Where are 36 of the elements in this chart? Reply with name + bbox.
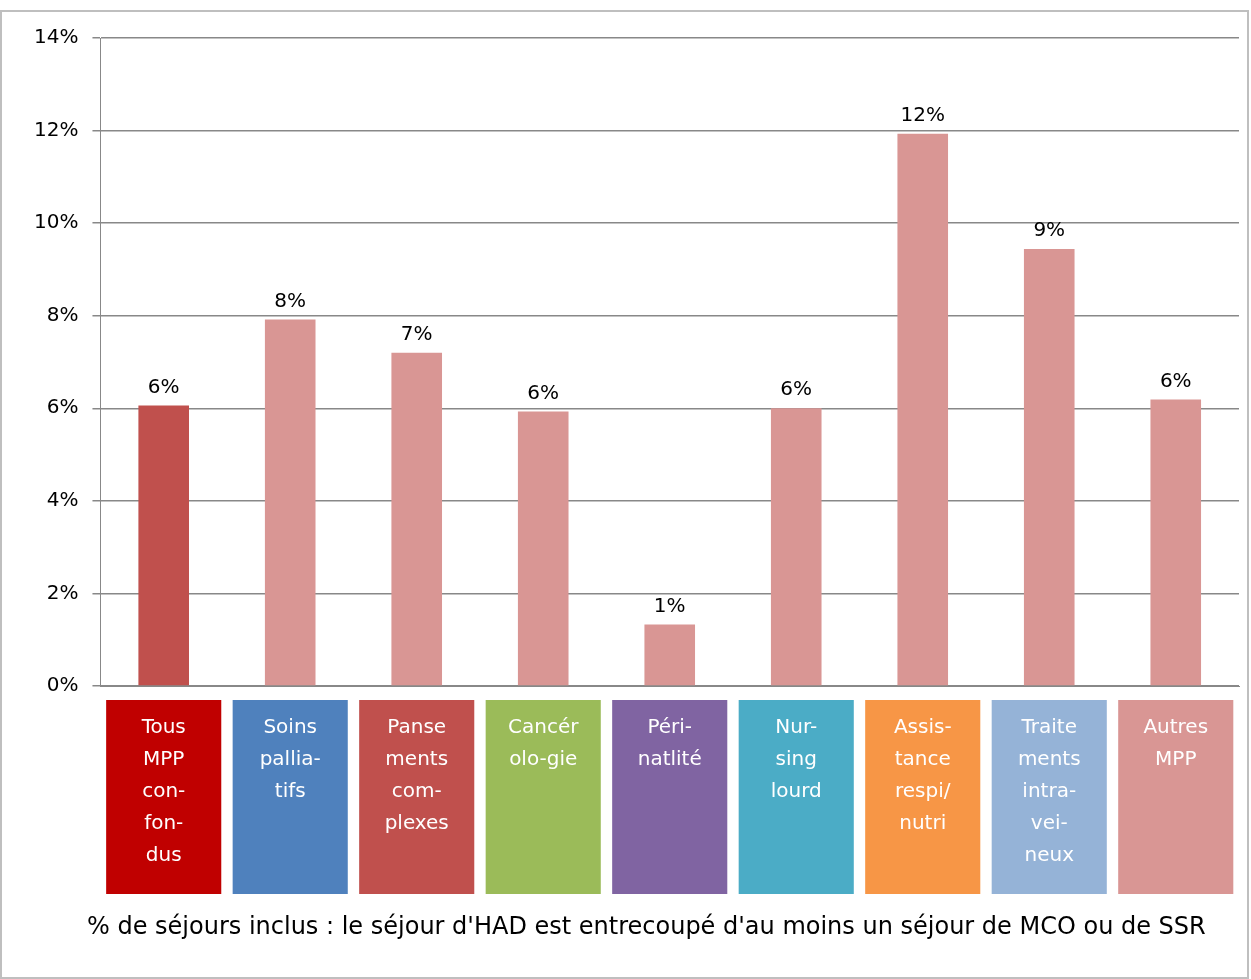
- bar: [1023, 249, 1075, 686]
- data-label: 6%: [527, 379, 560, 404]
- y-tick-label: 2%: [46, 579, 79, 604]
- x-tick-label: Tous MPP con- fon- dus: [140, 714, 186, 867]
- y-tick-label: 12%: [34, 116, 79, 141]
- bar: [1150, 399, 1202, 686]
- data-label: 6%: [1159, 367, 1192, 392]
- bar: [897, 133, 949, 686]
- x-tick-label: Cancér olo-gie: [508, 714, 580, 771]
- bar: [391, 352, 443, 686]
- x-tick-label: Autres MPP: [1143, 714, 1209, 771]
- x-tick-label: Assis- tance respi/ nutri: [893, 714, 952, 835]
- x-tick-label: Soins pallia- tifs: [259, 714, 321, 803]
- data-label: 9%: [1033, 217, 1066, 242]
- x-tick-label: Traite ments intra- vei- neux: [1017, 714, 1081, 867]
- x-tick-label: Péri- natlité: [637, 714, 702, 771]
- data-label: 12%: [900, 102, 945, 127]
- bar: [138, 405, 190, 686]
- data-label: 7%: [400, 320, 433, 345]
- text: % de séjours inclus : le séjour d'HAD est entrecoupé d'au moins un séjour de MCO ou de SSR: [87, 912, 1206, 940]
- y-tick-label: 14%: [34, 24, 79, 49]
- bar: [770, 408, 822, 686]
- bar: [264, 319, 316, 686]
- y-tick-label: 0%: [46, 672, 79, 697]
- x-tick-label: Nur- sing lourd: [770, 714, 822, 803]
- data-label: 8%: [274, 287, 307, 312]
- data-label: 6%: [780, 376, 813, 401]
- bar: [644, 624, 696, 686]
- y-tick-label: 4%: [46, 487, 79, 512]
- y-tick-label: 10%: [34, 209, 79, 234]
- data-label: 1%: [653, 592, 686, 617]
- bar: [517, 411, 569, 686]
- data-label: 6%: [147, 373, 180, 398]
- y-tick-label: 6%: [46, 394, 79, 419]
- y-tick-label: 8%: [46, 301, 79, 326]
- x-tick-label: Panse ments com- plexes: [384, 714, 449, 835]
